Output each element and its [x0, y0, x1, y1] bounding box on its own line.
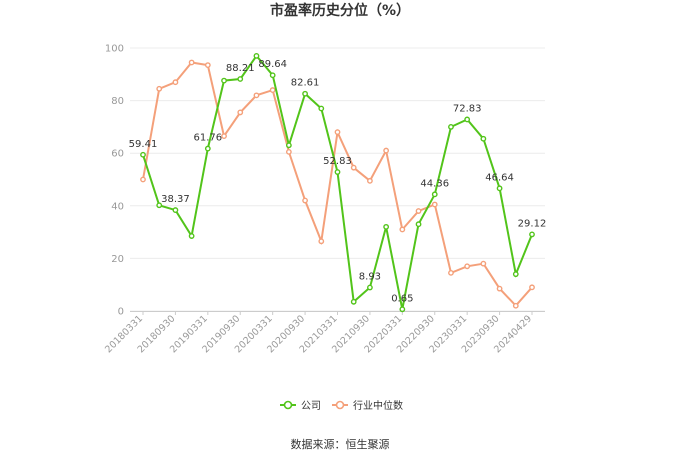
data-label: 29.12: [518, 218, 547, 229]
industry-median-point: [480, 260, 487, 267]
y-axis-ticks: 0 20 40 60 80 100: [105, 44, 124, 318]
company-point: [415, 221, 422, 228]
y-tick-label: 80: [111, 96, 124, 107]
industry-median-point: [285, 148, 292, 155]
legend-label: 公司: [301, 401, 321, 412]
y-tick-label: 20: [111, 254, 124, 265]
company-point: [269, 72, 276, 79]
industry-median-point: [448, 269, 454, 276]
company-point: [448, 124, 454, 130]
industry-median-point: [221, 133, 227, 140]
industry-median-point: [140, 176, 146, 183]
industry-median-point: [237, 109, 244, 116]
chart-title: 市盈率历史分位（%）: [270, 2, 410, 19]
industry-median-point: [464, 263, 471, 270]
company-point: [188, 233, 195, 239]
legend-item-company[interactable]: 公司: [280, 400, 321, 412]
legend[interactable]: 公司 行业中位数: [280, 399, 403, 412]
y-tick-label: 0: [118, 307, 124, 318]
industry-median-point: [204, 62, 211, 68]
company-point: [204, 145, 211, 152]
data-labels: 59.41 38.37 61.76 88.21 89.64 82.61 52.83 8.93 0…: [129, 59, 547, 304]
industry-median-point: [350, 164, 357, 171]
company-point: [140, 151, 146, 158]
company-point: [237, 76, 244, 82]
data-label: 38.37: [161, 194, 190, 205]
series-layer: [140, 52, 535, 313]
industry-median-point: [253, 92, 260, 99]
data-label: 8.93: [359, 272, 381, 283]
data-label: 52.83: [323, 156, 352, 167]
data-label: 82.61: [291, 78, 320, 89]
industry-median-point: [302, 197, 308, 204]
industry-median-point: [512, 302, 519, 309]
legend-marker: [283, 400, 293, 410]
data-label: 59.41: [129, 139, 158, 150]
company-point: [350, 298, 357, 305]
data-label: 88.21: [226, 63, 255, 74]
industry-median-point: [383, 147, 390, 154]
company-point: [431, 191, 438, 198]
company-point: [480, 135, 487, 142]
company-point: [172, 207, 179, 213]
industry-median-point: [431, 201, 438, 208]
company-point: [529, 231, 535, 238]
industry-median-point: [334, 129, 341, 136]
legend-item-industry-median[interactable]: 行业中位数: [332, 399, 403, 412]
industry-median-point: [529, 284, 535, 291]
industry-median-point: [172, 79, 179, 86]
company-point: [302, 90, 308, 97]
y-tick-label: 40: [111, 201, 124, 212]
data-label: 89.64: [258, 59, 287, 70]
company-point: [156, 202, 163, 209]
industry-median-point: [156, 85, 163, 92]
x-axis: 2018033120180930201903312019093020200331…: [103, 311, 545, 355]
company-point: [383, 223, 390, 230]
legend-marker: [335, 400, 345, 410]
data-label: 61.76: [194, 133, 223, 144]
company-point: [512, 271, 519, 278]
y-tick-label: 60: [111, 149, 124, 160]
company-point: [318, 105, 325, 112]
industry-median-point: [367, 177, 373, 184]
company-point: [334, 169, 341, 175]
company-point: [367, 284, 373, 291]
company-point: [285, 142, 292, 149]
company-point: [221, 77, 227, 84]
company-line: [142, 54, 533, 310]
y-tick-label: 100: [105, 44, 124, 55]
company-point: [253, 52, 260, 59]
company-point: [496, 185, 503, 192]
data-label: 44.36: [420, 178, 449, 189]
source-note: 数据来源：恒生聚源: [291, 437, 390, 451]
industry-median-point: [399, 226, 406, 233]
data-label: 0.65: [391, 293, 413, 304]
data-label: 46.64: [485, 172, 514, 183]
industry-median-point: [269, 87, 276, 93]
legend-label: 行业中位数: [353, 399, 403, 412]
company-point: [399, 306, 406, 313]
industry-median-point: [188, 59, 195, 66]
industry-median-point: [318, 238, 325, 245]
industry-median-point: [496, 285, 503, 292]
industry-median-point: [415, 208, 422, 214]
data-label: 72.83: [453, 103, 482, 114]
company-point: [464, 116, 471, 123]
